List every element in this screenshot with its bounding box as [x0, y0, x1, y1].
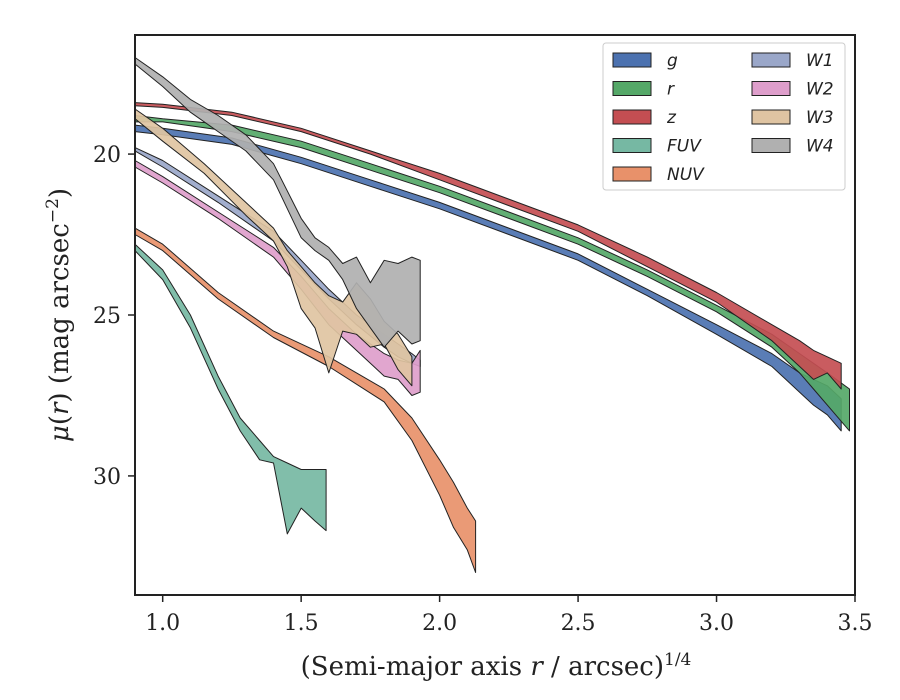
- x-axis-label: (Semi-major axis r / arcsec)1/4: [301, 650, 692, 682]
- x-axis-label-post: / arcsec): [543, 652, 664, 682]
- y-axis-label-unit: (mag arcsec: [45, 223, 75, 392]
- series-band-fuv: [134, 243, 327, 535]
- legend-swatch-nuv: [612, 166, 652, 182]
- legend-swatch-g: [612, 52, 652, 68]
- y-axis-label-var: r: [45, 401, 75, 415]
- legend-label-fuv: FUV: [667, 137, 702, 157]
- legend-swatch-r: [612, 81, 652, 96]
- series-layer: [134, 57, 850, 573]
- x-tick-label: 3.5: [838, 611, 873, 636]
- legend-label-w3: W3: [806, 108, 834, 128]
- legend-label-nuv: NUV: [667, 165, 705, 185]
- series-band-w3: [134, 108, 413, 387]
- legend-label-z: z: [666, 108, 677, 128]
- series-band-r: [134, 115, 850, 432]
- legend-box: [602, 42, 846, 191]
- legend: grz FUV NUV W1 W2 W3 W4: [602, 42, 846, 191]
- legend-label-w2: W2: [806, 80, 834, 100]
- y-axis-label-open: (: [45, 415, 75, 425]
- x-tick-label: 1.0: [145, 611, 180, 636]
- x-tick-label: 1.5: [284, 611, 319, 636]
- y-axis-label-mu: μ: [45, 425, 75, 442]
- series-band-nuv: [134, 227, 477, 573]
- y-tick-label: 25: [93, 304, 121, 329]
- legend-label-r: r: [667, 80, 675, 100]
- legend-swatch-fuv: [612, 138, 652, 153]
- legend-swatch-w4: [751, 138, 791, 153]
- y-tick-label: 30: [93, 465, 121, 490]
- x-tick-label: 3.0: [699, 611, 734, 636]
- x-axis-label-sup: 1/4: [664, 650, 691, 670]
- series-band-z: [134, 102, 842, 390]
- y-axis-label: μ(r) (mag arcsec−2): [43, 188, 75, 442]
- y-axis-label-end: ): [45, 188, 75, 198]
- y-axis-label-close: ): [45, 392, 75, 402]
- y-axis-label-sup: −2: [43, 198, 63, 223]
- legend-label-w1: W1: [806, 51, 834, 71]
- legend-label-w4: W4: [806, 137, 834, 157]
- series-band-w4: [134, 57, 421, 348]
- x-tick-label: 2.5: [561, 611, 596, 636]
- legend-swatch-w3: [751, 109, 791, 125]
- series-band-g: [134, 124, 842, 432]
- y-tick-label: 20: [93, 143, 121, 168]
- x-tick-label: 2.0: [422, 611, 457, 636]
- legend-swatch-w1: [751, 52, 791, 68]
- x-axis-label-pre: (Semi-major axis: [301, 652, 531, 682]
- legend-swatch-w2: [751, 81, 791, 96]
- x-axis-label-var: r: [530, 652, 544, 682]
- legend-label-g: g: [667, 51, 678, 71]
- legend-swatch-z: [612, 109, 652, 125]
- ticks-layer: 1.0 1.5 2.0 2.5 3.0 3.5 20 25 30: [93, 143, 873, 636]
